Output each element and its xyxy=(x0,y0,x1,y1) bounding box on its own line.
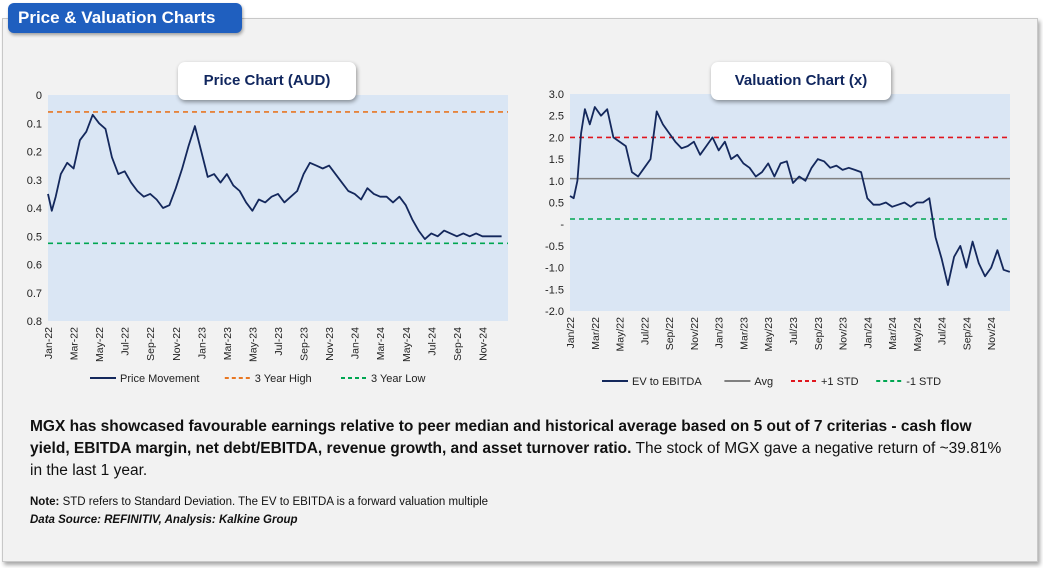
x-tick-label: Jul/22 xyxy=(639,317,651,345)
x-tick-label: Mar-22 xyxy=(69,327,81,360)
x-tick-label: Jan/23 xyxy=(714,317,726,349)
legend-label: 3 Year High xyxy=(255,373,312,385)
x-tick-label: Jan-24 xyxy=(350,327,362,359)
y-tick-label: 2.5 xyxy=(549,111,564,123)
y-tick-label: 0.7 xyxy=(27,288,42,300)
x-tick-label: Sep/24 xyxy=(961,317,973,350)
data-source: Data Source: REFINITIV, Analysis: Kalkin… xyxy=(30,514,298,526)
x-tick-label: Mar-23 xyxy=(222,327,234,360)
x-tick-label: Jul/24 xyxy=(937,317,949,345)
y-tick-label: 0.2 xyxy=(27,147,42,159)
x-tick-label: Jul-22 xyxy=(120,327,132,356)
y-tick-label: 2.0 xyxy=(549,132,564,144)
price-chart-title: Price Chart (AUD) xyxy=(178,62,356,100)
x-tick-label: May-23 xyxy=(247,327,259,362)
y-tick-label: -0.5 xyxy=(545,241,564,253)
y-tick-label: 0.3 xyxy=(27,175,42,187)
y-tick-label: -2.0 xyxy=(545,306,564,318)
x-tick-label: Nov-22 xyxy=(171,327,183,361)
x-tick-label: Jul/23 xyxy=(788,317,800,345)
x-tick-label: Nov/23 xyxy=(838,317,850,350)
series-line xyxy=(569,106,1010,286)
y-tick-label: 0.8 xyxy=(27,316,42,328)
x-tick-label: Sep/22 xyxy=(664,317,676,350)
plot-area xyxy=(570,94,1010,311)
y-tick-label: -1.5 xyxy=(545,284,564,296)
x-tick-label: Sep/23 xyxy=(813,317,825,350)
legend-label: 3 Year Low xyxy=(371,373,425,385)
series-line xyxy=(47,113,502,241)
note: Note: STD refers to Standard Deviation. … xyxy=(30,496,488,508)
x-tick-label: Mar/24 xyxy=(887,317,899,350)
y-tick-label: 3.0 xyxy=(549,89,564,101)
x-tick-label: Jan-22 xyxy=(43,327,55,359)
y-tick-label: 0 xyxy=(36,90,42,102)
valuation-chart-title: Valuation Chart (x) xyxy=(711,62,891,100)
plot-area xyxy=(48,95,508,321)
x-tick-label: Mar/22 xyxy=(590,317,602,350)
x-tick-label: May-24 xyxy=(401,327,413,362)
legend-label: EV to EBITDA xyxy=(632,376,702,388)
x-tick-label: Jan-23 xyxy=(196,327,208,359)
legend-label: Price Movement xyxy=(120,373,199,385)
x-tick-label: Jan/24 xyxy=(862,317,874,349)
section-header: Price & Valuation Charts xyxy=(8,3,242,33)
legend-label: Avg xyxy=(754,376,773,388)
legend-label: -1 STD xyxy=(906,376,941,388)
y-tick-label: 0.1 xyxy=(27,118,42,130)
x-tick-label: Mar/23 xyxy=(738,317,750,350)
description: MGX has showcased favourable earnings re… xyxy=(30,416,1005,482)
x-tick-label: Sep-24 xyxy=(452,327,464,361)
x-tick-label: May/22 xyxy=(615,317,627,352)
x-tick-label: May/24 xyxy=(912,317,924,352)
y-tick-label: 0.5 xyxy=(549,198,564,210)
x-tick-label: Mar-24 xyxy=(375,327,387,360)
x-tick-label: Nov/24 xyxy=(986,317,998,350)
x-tick-label: Nov-24 xyxy=(477,327,489,361)
note-text: STD refers to Standard Deviation. The EV… xyxy=(59,496,489,508)
legend-label: +1 STD xyxy=(821,376,859,388)
valuation-chart: 3.02.52.01.51.00.5--0.5-1.0-1.5-2.0Jan/2… xyxy=(545,89,1010,388)
y-tick-label: 1.0 xyxy=(549,176,564,188)
note-label: Note: xyxy=(30,496,60,508)
description-bold: MGX has showcased favourable earnings re… xyxy=(30,418,972,457)
x-tick-label: Sep-23 xyxy=(299,327,311,361)
x-tick-label: May-22 xyxy=(94,327,106,362)
x-tick-label: Jul-23 xyxy=(273,327,285,356)
section-title: Price & Valuation Charts xyxy=(18,8,216,27)
x-tick-label: May/23 xyxy=(763,317,775,352)
x-tick-label: Nov-23 xyxy=(324,327,336,361)
x-tick-label: Sep-22 xyxy=(145,327,157,361)
description-normal: The stock of MGX gave a negative return … xyxy=(30,440,1002,479)
y-tick-label: -1.0 xyxy=(545,263,564,275)
y-tick-label: 1.5 xyxy=(549,154,564,166)
x-tick-label: Nov/22 xyxy=(689,317,701,350)
x-tick-label: Jul-24 xyxy=(426,327,438,356)
y-tick-label: 0.4 xyxy=(27,203,42,215)
y-tick-label: 0.5 xyxy=(27,231,42,243)
y-tick-label: 0.6 xyxy=(27,260,42,272)
x-tick-label: Jan/22 xyxy=(565,317,577,349)
y-tick-label: - xyxy=(560,219,564,231)
